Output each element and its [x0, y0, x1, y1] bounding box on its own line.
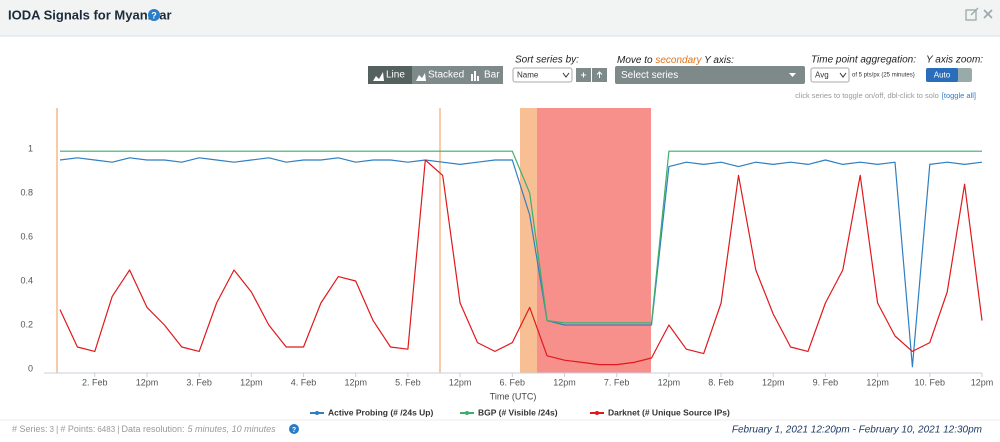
secondary-label-before: Move to	[617, 55, 655, 66]
legend-label: Active Probing (# /24s Up)	[328, 407, 433, 417]
aggregation-label: Time point aggregation:	[811, 55, 916, 66]
footer-stats: # Series: 3 | # Points: 6483 | Data resolution…	[12, 424, 276, 434]
points-count-label: # Points:	[60, 424, 95, 434]
secondary-select[interactable]	[615, 66, 805, 84]
x-tick-label: 4. Feb	[291, 377, 317, 387]
x-tick-label: 10. Feb	[915, 377, 946, 387]
legend-item[interactable]: Darknet (# Unique Source IPs)	[590, 407, 730, 417]
series-count-label: # Series:	[12, 424, 48, 434]
series-hint: click series to toggle on/off, dbl-click…	[795, 91, 976, 100]
edit-icon[interactable]	[965, 7, 979, 21]
x-tick-label: 12pm	[136, 377, 159, 387]
secondary-label: Move to secondary Y axis:	[617, 55, 734, 66]
x-tick-label: 12pm	[971, 377, 994, 387]
x-tick-label: 12pm	[866, 377, 889, 387]
legend-item[interactable]: BGP (# Visible /24s)	[460, 407, 558, 417]
x-tick-label: 9. Feb	[813, 377, 839, 387]
series-line	[59, 159, 983, 366]
header-bar	[0, 0, 1000, 36]
alert-band-critical	[537, 108, 651, 373]
x-tick-label: 7. Feb	[604, 377, 630, 387]
x-tick-label: 12pm	[762, 377, 785, 387]
help-icon[interactable]	[148, 9, 160, 21]
secondary-label-highlight: secondary	[655, 55, 702, 66]
y-tick-label: 0.6	[20, 231, 33, 241]
sort-select-arrow	[562, 72, 570, 78]
secondary-select-value: Select series	[621, 70, 678, 81]
sort-select[interactable]	[512, 67, 573, 83]
y-tick-label: 1	[28, 143, 33, 153]
x-tick-label: 12pm	[658, 377, 681, 387]
separator: |	[117, 424, 119, 434]
secondary-label-after: Y axis:	[702, 55, 735, 66]
series-count: 3	[50, 425, 55, 434]
x-tick-label: 3. Feb	[186, 377, 212, 387]
toggle-all-link[interactable]: [toggle all]	[942, 91, 976, 100]
series-line	[59, 157, 983, 368]
sort-label: Sort series by:	[515, 55, 579, 66]
zoom-toggle-value: Auto	[934, 71, 951, 80]
series-line	[60, 150, 982, 324]
legend-label: Darknet (# Unique Source IPs)	[608, 407, 730, 417]
zoom-toggle-active	[926, 68, 958, 82]
zoom-label: Y axis zoom:	[926, 55, 983, 66]
x-tick-label: 2. Feb	[82, 377, 108, 387]
resolution-value: 5 minutes, 10 minutes	[188, 424, 277, 434]
y-tick-label: 0.4	[20, 275, 33, 285]
x-tick-label: 12pm	[344, 377, 367, 387]
button-icons	[373, 71, 479, 81]
alert-band-warning	[520, 108, 537, 373]
resolution-help-icon[interactable]	[289, 424, 299, 434]
sort-select-value: Name	[517, 71, 539, 80]
secondary-select-arrow	[789, 73, 796, 77]
series-hint-text: click series to toggle on/off, dbl-click…	[795, 91, 939, 100]
legend-label: BGP (# Visible /24s)	[478, 407, 558, 417]
separator: |	[56, 424, 58, 434]
aggregation-note: of 5 pts/px (25 minutes)	[852, 73, 915, 79]
legend-item[interactable]: Active Probing (# /24s Up)	[310, 407, 433, 417]
x-axis-title: Time (UTC)	[490, 391, 537, 401]
legend-swatch-dot	[465, 411, 469, 415]
aggregation-select[interactable]	[810, 67, 850, 83]
help-icon-glyph: ?	[151, 10, 157, 20]
legend-swatch-dot	[595, 411, 599, 415]
stacked-button-label: Stacked	[428, 70, 464, 81]
x-tick-label: 12pm	[449, 377, 472, 387]
panel-title: IODA Signals for Myanmar	[8, 7, 172, 22]
x-tick-label: 12pm	[553, 377, 576, 387]
y-tick-label: 0.2	[20, 319, 33, 329]
resolution-label: Data resolution:	[122, 424, 185, 434]
bar-button-label: Bar	[484, 70, 500, 81]
aggregation-select-value: Avg	[815, 71, 829, 80]
y-tick-label: 0.8	[20, 187, 33, 197]
line-button-label: Line	[386, 70, 405, 81]
close-icon[interactable]	[983, 9, 993, 19]
x-tick-label: 5. Feb	[395, 377, 421, 387]
time-range: February 1, 2021 12:20pm - February 10, …	[732, 425, 982, 436]
x-tick-label: 12pm	[240, 377, 263, 387]
x-tick-label: 6. Feb	[500, 377, 526, 387]
legend-swatch-dot	[315, 411, 319, 415]
aggregation-select-arrow	[839, 72, 847, 78]
x-tick-label: 8. Feb	[708, 377, 734, 387]
y-tick-label: 0	[28, 363, 33, 373]
points-count: 6483	[97, 425, 115, 434]
sort-button-icons	[581, 71, 603, 78]
resolution-help-glyph: ?	[292, 427, 296, 434]
